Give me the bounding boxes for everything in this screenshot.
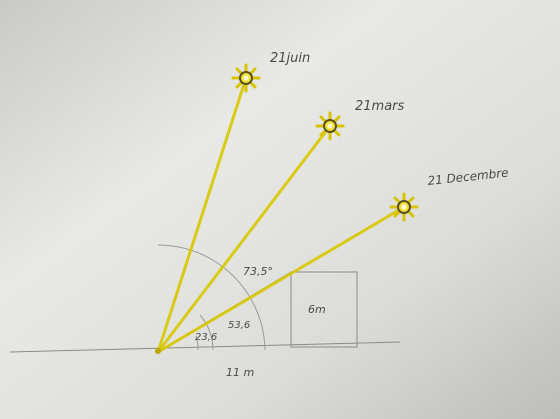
sun-march xyxy=(317,113,343,139)
building-height: 6m xyxy=(308,303,326,316)
angle-label: 23,6 xyxy=(195,332,217,343)
sun-label: 21mars xyxy=(355,99,405,114)
origin xyxy=(155,348,161,354)
diagram: 21juin 21mars 21 Decembre 73,5° 53,6 23,… xyxy=(0,0,560,419)
angle-label: 73,5° xyxy=(243,265,273,278)
distance-label: 11 m xyxy=(226,366,254,379)
sun-december xyxy=(391,194,417,220)
sun-june xyxy=(233,65,259,91)
angle-label: 53,6 xyxy=(228,320,250,331)
sun-label: 21juin xyxy=(270,51,310,66)
